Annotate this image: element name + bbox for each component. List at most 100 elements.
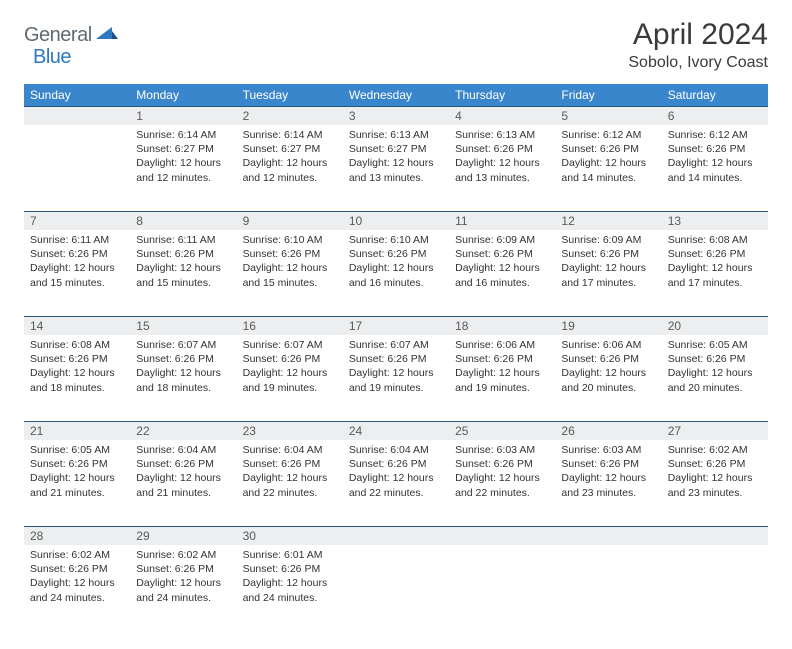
daybody-row: Sunrise: 6:02 AMSunset: 6:26 PMDaylight:… (24, 545, 768, 631)
day-body-cell: Sunrise: 6:12 AMSunset: 6:26 PMDaylight:… (555, 125, 661, 211)
day-body-cell (555, 545, 661, 631)
day-number-cell: 23 (237, 421, 343, 440)
day-number-cell: 5 (555, 106, 661, 125)
weekday-header: Saturday (662, 84, 768, 106)
day-number: 10 (343, 211, 449, 230)
day-body: Sunrise: 6:11 AMSunset: 6:26 PMDaylight:… (130, 230, 236, 296)
day-number: 2 (237, 106, 343, 125)
location: Sobolo, Ivory Coast (628, 54, 768, 72)
day-number (555, 526, 661, 545)
day-body: Sunrise: 6:08 AMSunset: 6:26 PMDaylight:… (24, 335, 130, 401)
day-body-cell: Sunrise: 6:09 AMSunset: 6:26 PMDaylight:… (449, 230, 555, 316)
day-body: Sunrise: 6:12 AMSunset: 6:26 PMDaylight:… (555, 125, 661, 191)
weekday-header: Friday (555, 84, 661, 106)
day-number: 29 (130, 526, 236, 545)
calendar-table: SundayMondayTuesdayWednesdayThursdayFrid… (24, 84, 768, 631)
day-number-cell: 19 (555, 316, 661, 335)
day-number: 17 (343, 316, 449, 335)
weekday-header: Thursday (449, 84, 555, 106)
weekday-header: Sunday (24, 84, 130, 106)
day-body: Sunrise: 6:07 AMSunset: 6:26 PMDaylight:… (130, 335, 236, 401)
day-body-cell: Sunrise: 6:13 AMSunset: 6:27 PMDaylight:… (343, 125, 449, 211)
daybody-row: Sunrise: 6:14 AMSunset: 6:27 PMDaylight:… (24, 125, 768, 211)
day-number (662, 526, 768, 545)
day-body-cell: Sunrise: 6:08 AMSunset: 6:26 PMDaylight:… (24, 335, 130, 421)
day-number-cell: 27 (662, 421, 768, 440)
daynum-row: 78910111213 (24, 211, 768, 230)
day-body: Sunrise: 6:01 AMSunset: 6:26 PMDaylight:… (237, 545, 343, 611)
day-number-cell: 15 (130, 316, 236, 335)
day-body: Sunrise: 6:06 AMSunset: 6:26 PMDaylight:… (555, 335, 661, 401)
day-body-cell: Sunrise: 6:09 AMSunset: 6:26 PMDaylight:… (555, 230, 661, 316)
day-body: Sunrise: 6:06 AMSunset: 6:26 PMDaylight:… (449, 335, 555, 401)
day-number: 8 (130, 211, 236, 230)
day-number-cell: 25 (449, 421, 555, 440)
day-body-cell: Sunrise: 6:14 AMSunset: 6:27 PMDaylight:… (130, 125, 236, 211)
day-body-cell: Sunrise: 6:02 AMSunset: 6:26 PMDaylight:… (24, 545, 130, 631)
day-body: Sunrise: 6:14 AMSunset: 6:27 PMDaylight:… (237, 125, 343, 191)
day-number: 13 (662, 211, 768, 230)
day-body-cell (449, 545, 555, 631)
day-body-cell: Sunrise: 6:04 AMSunset: 6:26 PMDaylight:… (130, 440, 236, 526)
day-body-cell: Sunrise: 6:06 AMSunset: 6:26 PMDaylight:… (555, 335, 661, 421)
day-number-cell: 2 (237, 106, 343, 125)
day-number-cell: 29 (130, 526, 236, 545)
day-number-cell: 26 (555, 421, 661, 440)
day-body-cell (24, 125, 130, 211)
day-number: 30 (237, 526, 343, 545)
month-title: April 2024 (628, 18, 768, 52)
logo-text-general: General (24, 24, 92, 47)
weekday-header: Wednesday (343, 84, 449, 106)
day-number: 21 (24, 421, 130, 440)
day-body: Sunrise: 6:03 AMSunset: 6:26 PMDaylight:… (449, 440, 555, 506)
day-body-cell: Sunrise: 6:05 AMSunset: 6:26 PMDaylight:… (662, 335, 768, 421)
day-number-cell: 14 (24, 316, 130, 335)
daynum-row: 21222324252627 (24, 421, 768, 440)
day-number-cell: 28 (24, 526, 130, 545)
day-number-cell: 17 (343, 316, 449, 335)
day-body: Sunrise: 6:08 AMSunset: 6:26 PMDaylight:… (662, 230, 768, 296)
day-body-cell: Sunrise: 6:12 AMSunset: 6:26 PMDaylight:… (662, 125, 768, 211)
day-body: Sunrise: 6:13 AMSunset: 6:27 PMDaylight:… (343, 125, 449, 191)
daynum-row: 14151617181920 (24, 316, 768, 335)
weekday-header: Tuesday (237, 84, 343, 106)
day-body: Sunrise: 6:10 AMSunset: 6:26 PMDaylight:… (237, 230, 343, 296)
day-number-cell (343, 526, 449, 545)
day-number: 15 (130, 316, 236, 335)
day-number: 22 (130, 421, 236, 440)
day-body-cell: Sunrise: 6:01 AMSunset: 6:26 PMDaylight:… (237, 545, 343, 631)
day-body-cell: Sunrise: 6:06 AMSunset: 6:26 PMDaylight:… (449, 335, 555, 421)
day-number-cell: 3 (343, 106, 449, 125)
day-number: 9 (237, 211, 343, 230)
day-number: 14 (24, 316, 130, 335)
day-body: Sunrise: 6:10 AMSunset: 6:26 PMDaylight:… (343, 230, 449, 296)
day-number: 1 (130, 106, 236, 125)
day-number: 18 (449, 316, 555, 335)
day-number (24, 106, 130, 125)
day-number-cell: 22 (130, 421, 236, 440)
day-body-cell: Sunrise: 6:13 AMSunset: 6:26 PMDaylight:… (449, 125, 555, 211)
day-number-cell: 10 (343, 211, 449, 230)
day-body-cell: Sunrise: 6:10 AMSunset: 6:26 PMDaylight:… (343, 230, 449, 316)
day-number: 27 (662, 421, 768, 440)
day-body-cell: Sunrise: 6:03 AMSunset: 6:26 PMDaylight:… (555, 440, 661, 526)
day-body-cell: Sunrise: 6:14 AMSunset: 6:27 PMDaylight:… (237, 125, 343, 211)
day-body-cell: Sunrise: 6:04 AMSunset: 6:26 PMDaylight:… (237, 440, 343, 526)
day-body: Sunrise: 6:14 AMSunset: 6:27 PMDaylight:… (130, 125, 236, 191)
day-number-cell: 18 (449, 316, 555, 335)
day-number: 28 (24, 526, 130, 545)
day-number: 3 (343, 106, 449, 125)
day-number-cell: 4 (449, 106, 555, 125)
day-body-cell: Sunrise: 6:07 AMSunset: 6:26 PMDaylight:… (130, 335, 236, 421)
calendar-page: { "logo": { "general": "General", "blue"… (0, 0, 792, 649)
day-number: 5 (555, 106, 661, 125)
day-body: Sunrise: 6:04 AMSunset: 6:26 PMDaylight:… (237, 440, 343, 506)
day-number: 20 (662, 316, 768, 335)
day-body: Sunrise: 6:07 AMSunset: 6:26 PMDaylight:… (237, 335, 343, 401)
day-number-cell: 20 (662, 316, 768, 335)
day-number: 6 (662, 106, 768, 125)
day-number: 19 (555, 316, 661, 335)
logo-triangle-icon (96, 25, 118, 46)
day-number: 11 (449, 211, 555, 230)
day-body-cell: Sunrise: 6:07 AMSunset: 6:26 PMDaylight:… (237, 335, 343, 421)
